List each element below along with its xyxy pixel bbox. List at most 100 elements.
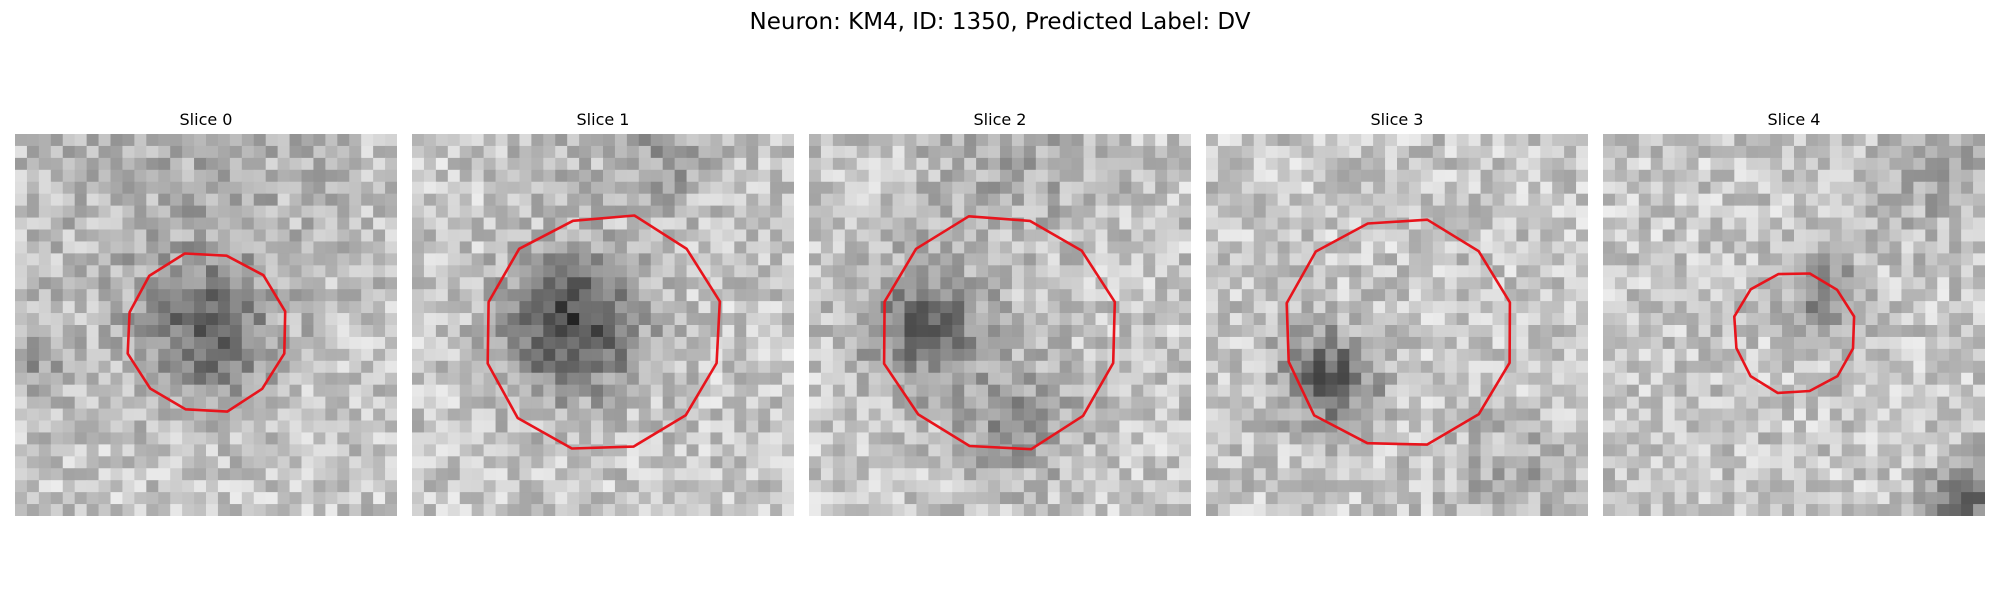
pixel [1698, 277, 1712, 290]
pixel [1889, 313, 1903, 326]
pixel [928, 325, 941, 338]
pixel [1805, 408, 1819, 422]
pixel [1734, 134, 1747, 147]
pixel [591, 372, 604, 386]
pixel [638, 408, 652, 422]
pixel [519, 348, 532, 362]
pixel [880, 241, 894, 254]
pixel [1011, 456, 1025, 469]
pixel [543, 289, 556, 302]
pixel [1817, 348, 1831, 362]
pixel [1397, 205, 1410, 219]
pixel [447, 372, 461, 386]
pixel [1662, 408, 1676, 422]
pixel [662, 134, 676, 147]
pixel [423, 456, 437, 469]
pixel [1516, 217, 1529, 231]
pixel [1841, 193, 1855, 207]
pixel [988, 420, 1001, 434]
pixel [928, 181, 941, 195]
pixel [1817, 325, 1831, 338]
pixel [650, 134, 664, 147]
pixel [1253, 145, 1267, 159]
pixel [1011, 157, 1025, 171]
pixel [1385, 217, 1398, 231]
pixel [1071, 313, 1085, 326]
pixel [1889, 229, 1903, 243]
pixel [1071, 504, 1085, 516]
pixel [591, 408, 604, 422]
pixel [194, 348, 207, 362]
pixel [265, 217, 279, 231]
pixel [1698, 408, 1712, 422]
pixel [734, 384, 747, 398]
pixel [758, 372, 771, 386]
pixel [38, 408, 52, 422]
pixel [1468, 301, 1482, 314]
pixel [976, 241, 989, 254]
pixel [880, 408, 894, 422]
pixel [1770, 229, 1783, 243]
pixel [423, 444, 437, 457]
pixel [722, 253, 735, 266]
pixel [1468, 217, 1482, 231]
pixel [531, 301, 544, 314]
pixel [50, 480, 64, 493]
pixel [555, 169, 568, 183]
pixel [1420, 480, 1434, 493]
pixel [638, 444, 652, 457]
pixel [1420, 396, 1434, 410]
pixel [722, 145, 735, 159]
pixel [1468, 492, 1482, 505]
pixel [1023, 205, 1037, 219]
pixel [289, 348, 303, 362]
pixel [928, 134, 941, 147]
pixel [1131, 289, 1144, 302]
pixel [698, 325, 712, 338]
pixel [820, 492, 834, 505]
pixel [1456, 408, 1470, 422]
pixel [361, 253, 374, 266]
pixel [1973, 217, 1985, 231]
pixel [170, 468, 183, 481]
pixel [1913, 360, 1926, 374]
pixel [1758, 181, 1771, 195]
pixel [194, 396, 207, 410]
pixel [435, 289, 449, 302]
pixel [1179, 134, 1191, 147]
pixel [158, 301, 171, 314]
pixel [1035, 372, 1049, 386]
pixel [98, 205, 112, 219]
pixel [1349, 372, 1362, 386]
pixel [423, 372, 437, 386]
pixel [964, 492, 977, 505]
pixel [674, 134, 688, 147]
pixel [447, 480, 461, 493]
pixel [459, 360, 473, 374]
pixel [110, 193, 124, 207]
pixel [146, 456, 159, 469]
pixel [1576, 229, 1588, 243]
pixel [1889, 396, 1903, 410]
pixel [15, 420, 28, 434]
pixel [447, 241, 461, 254]
pixel [495, 444, 509, 457]
pixel [1841, 181, 1855, 195]
pixel [976, 432, 989, 445]
pixel [217, 396, 231, 410]
pixel [253, 444, 267, 457]
pixel [325, 432, 338, 445]
pixel [483, 217, 497, 231]
pixel [1710, 360, 1723, 374]
pixel [1564, 217, 1577, 231]
pixel [194, 145, 207, 159]
pixel [734, 134, 747, 147]
pixel [626, 480, 640, 493]
pixel [710, 134, 723, 147]
pixel [1432, 241, 1446, 254]
pixel [1901, 348, 1914, 362]
pixel [483, 348, 497, 362]
pixel [1325, 432, 1338, 445]
pixel [1528, 468, 1541, 481]
pixel [543, 325, 556, 338]
